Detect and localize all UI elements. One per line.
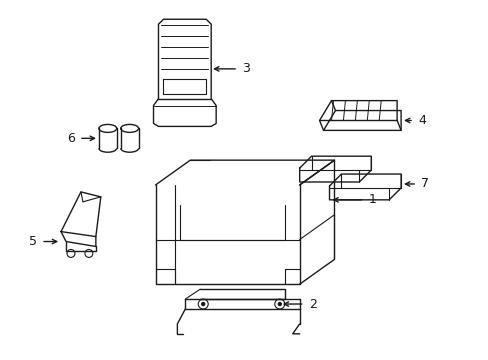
Text: 7: 7: [420, 177, 428, 190]
Circle shape: [202, 302, 204, 306]
Text: 4: 4: [417, 114, 425, 127]
Text: 6: 6: [67, 132, 75, 145]
Text: 5: 5: [29, 235, 37, 248]
Text: 3: 3: [242, 62, 249, 75]
Text: 2: 2: [308, 297, 316, 311]
Circle shape: [278, 302, 281, 306]
Text: 1: 1: [367, 193, 375, 206]
